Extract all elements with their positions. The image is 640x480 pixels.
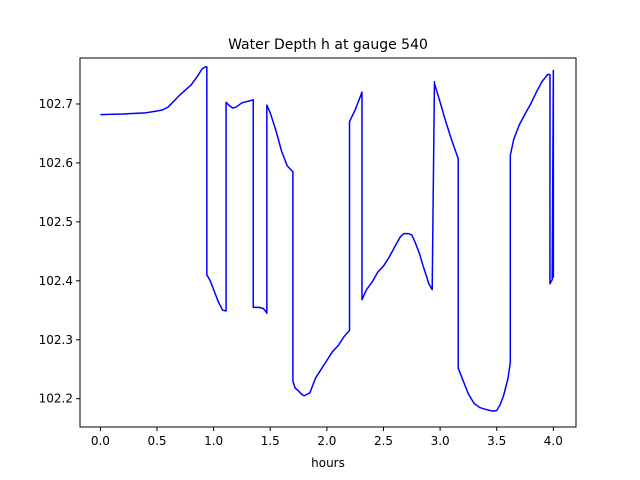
x-tick-label: 3.5 (487, 434, 506, 448)
y-tick-label: 102.3 (39, 333, 73, 347)
y-tick-label: 102.4 (39, 274, 73, 288)
x-tick-label: 1.5 (261, 434, 280, 448)
y-tick-label: 102.7 (39, 97, 73, 111)
x-tick-label: 0.0 (91, 434, 110, 448)
y-tick-label: 102.6 (39, 156, 73, 170)
chart-title: Water Depth h at gauge 540 (228, 37, 428, 53)
plot-frame (79, 57, 577, 428)
y-tick-label: 102.2 (39, 392, 73, 406)
x-ticks: 0.0 0.5 1.0 1.5 2.0 2.5 3.0 3.5 4.0 (91, 427, 563, 448)
y-tick-label: 102.5 (39, 215, 73, 229)
x-tick-label: 3.0 (431, 434, 450, 448)
y-ticks: 102.2 102.3 102.4 102.5 102.6 102.7 (39, 97, 80, 406)
series-line (100, 66, 555, 412)
x-tick-label: 4.0 (544, 434, 563, 448)
x-tick-label: 0.5 (147, 434, 166, 448)
plot-area (100, 66, 555, 412)
x-tick-label: 1.0 (204, 434, 223, 448)
x-tick-label: 2.5 (374, 434, 393, 448)
x-tick-label: 2.0 (317, 434, 336, 448)
x-axis-label: hours (311, 456, 345, 470)
